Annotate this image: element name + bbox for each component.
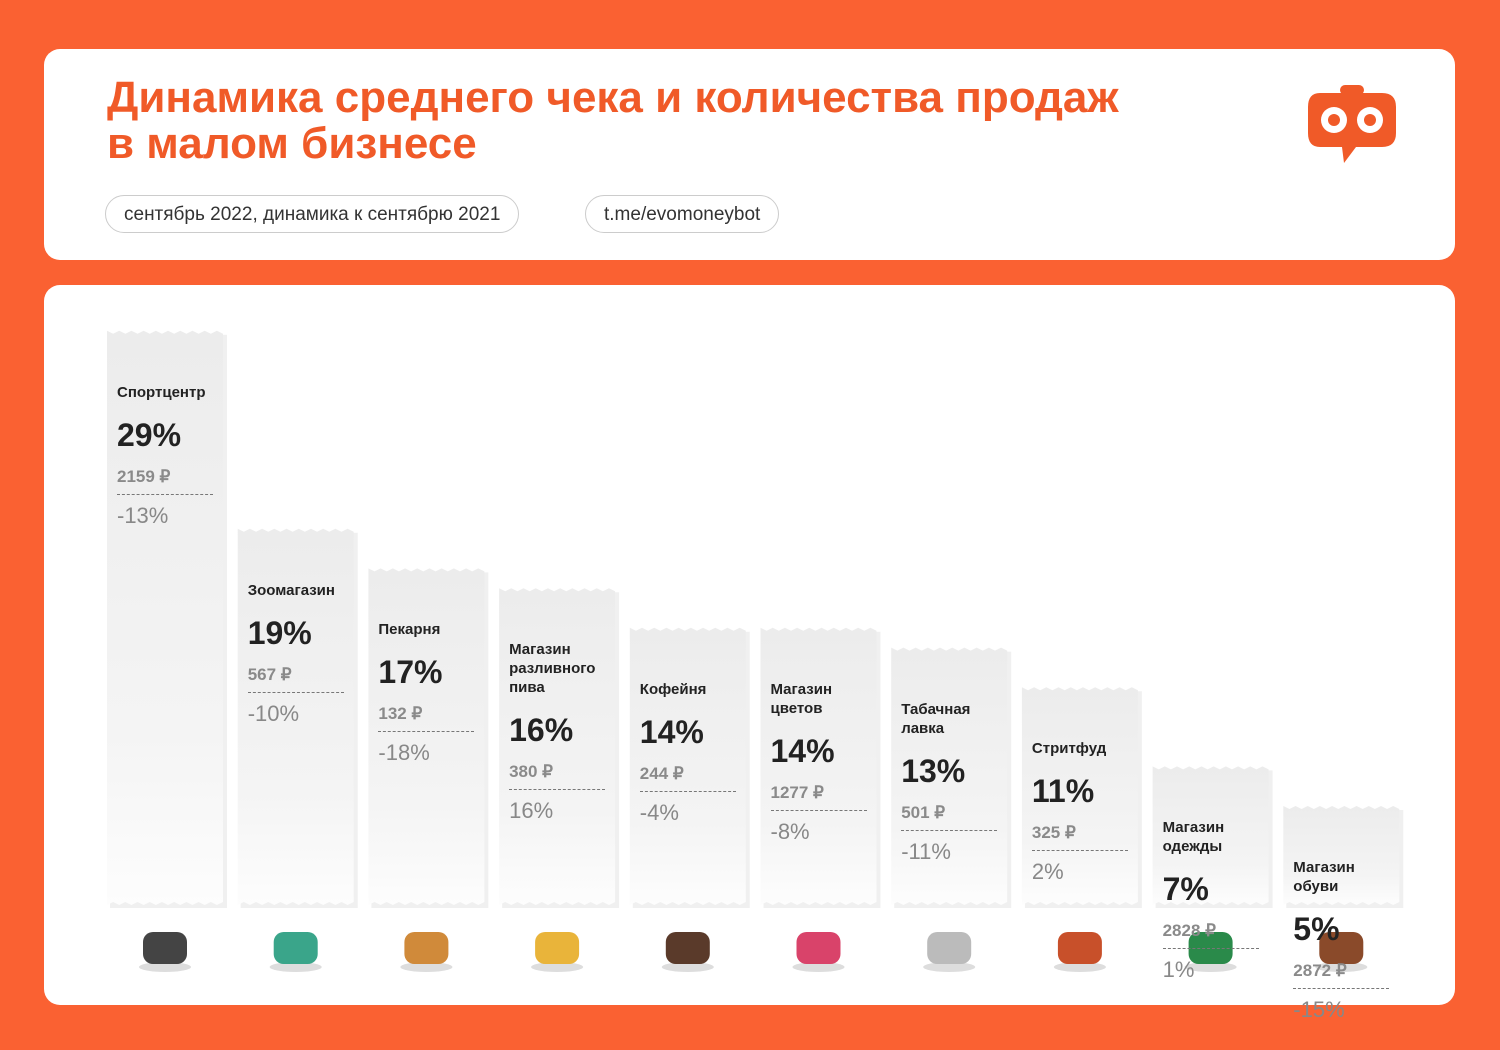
growth-label: 14% bbox=[639, 713, 704, 750]
avg-check-label: 325 ₽ bbox=[1031, 822, 1128, 852]
growth-label: 11% bbox=[1031, 773, 1095, 810]
receipt-text: Магазин обуви 5% 2872 ₽ -15% bbox=[1293, 858, 1393, 1023]
category-label: Кофейня bbox=[639, 680, 707, 698]
growth-label: 19% bbox=[247, 614, 312, 651]
category-icon-shadow bbox=[400, 962, 453, 972]
sales-change-label: -10% bbox=[247, 700, 300, 726]
bar bbox=[1283, 806, 1400, 905]
category-label: Магазин цветов bbox=[770, 680, 833, 717]
bar bbox=[760, 627, 877, 905]
avg-check-label: 2159 ₽ bbox=[117, 466, 213, 495]
bar bbox=[499, 588, 616, 905]
avg-check-label: 567 ₽ bbox=[247, 664, 344, 693]
sales-change-label: 1% bbox=[1162, 957, 1195, 983]
category-label: Магазин одежды bbox=[1162, 819, 1225, 856]
sales-change-label: -15% bbox=[1293, 997, 1345, 1022]
growth-label: 13% bbox=[901, 752, 966, 789]
avg-check-label: 501 ₽ bbox=[901, 802, 998, 831]
sales-change-label: 2% bbox=[1031, 859, 1064, 885]
receipt-text: Стритфуд 11% 325 ₽ 2% bbox=[1031, 739, 1132, 885]
sales-change-label: -4% bbox=[639, 799, 679, 825]
category-icon-shadow bbox=[661, 962, 714, 972]
sales-change-label: -18% bbox=[378, 740, 430, 766]
category-label: Пекарня bbox=[378, 621, 441, 639]
growth-label: 7% bbox=[1162, 871, 1209, 908]
category-icon bbox=[404, 932, 449, 964]
sales-change-label: -8% bbox=[770, 818, 810, 844]
growth-label: 29% bbox=[117, 416, 182, 453]
category-label: Стритфуд bbox=[1031, 740, 1107, 758]
category-icon-shadow bbox=[531, 962, 584, 972]
avg-check-label: 1277 ₽ bbox=[770, 782, 867, 811]
sales-change-label: 16% bbox=[509, 798, 554, 824]
receipt-text: Табачная лавка 13% 501 ₽ -11% bbox=[901, 700, 1001, 865]
header-card: Динамика среднего чека и количества прод… bbox=[44, 49, 1455, 260]
category-icon bbox=[927, 932, 972, 964]
category-icon-shadow bbox=[1184, 962, 1237, 972]
category-label: Магазин разливного пива bbox=[509, 641, 596, 697]
chart-title: Динамика среднего чека и количества прод… bbox=[107, 73, 1119, 168]
receipt-text: Магазин одежды 7% 2828 ₽ 1% bbox=[1162, 818, 1263, 983]
avg-check-label: 380 ₽ bbox=[509, 761, 606, 791]
logo bbox=[1308, 85, 1396, 163]
category-icon-shadow bbox=[139, 962, 191, 972]
category-label: Магазин обуви bbox=[1293, 859, 1355, 895]
avg-check-label: 2828 ₽ bbox=[1162, 920, 1259, 950]
category-icon bbox=[796, 932, 841, 964]
receipt-text: Зоомагазин 19% 567 ₽ -10% bbox=[247, 581, 348, 727]
growth-label: 16% bbox=[509, 712, 574, 749]
growth-label: 17% bbox=[378, 654, 443, 691]
category-icon bbox=[273, 932, 318, 964]
category-label: Зоомагазин bbox=[247, 581, 335, 599]
avg-check-label: 244 ₽ bbox=[639, 763, 736, 792]
category-icon bbox=[535, 932, 580, 964]
category-icon-shadow bbox=[923, 962, 976, 972]
receipt-text: Кофейня 14% 244 ₽ -4% bbox=[639, 680, 740, 826]
bar bbox=[368, 568, 485, 905]
subtitle-chip: сентябрь 2022, динамика к сентябрю 2021 bbox=[105, 195, 520, 233]
category-label: Спортцентр bbox=[117, 383, 206, 401]
category-label: Табачная лавка bbox=[901, 700, 971, 737]
category-icon-shadow bbox=[269, 962, 322, 972]
category-icon bbox=[1188, 932, 1233, 964]
receipt-text: Магазин цветов 14% 1277 ₽ -8% bbox=[770, 680, 871, 845]
bar bbox=[891, 647, 1008, 905]
bar bbox=[107, 330, 223, 905]
bar bbox=[1152, 766, 1269, 905]
growth-label: 5% bbox=[1293, 911, 1340, 947]
avg-check-label: 2872 ₽ bbox=[1293, 960, 1390, 989]
bar bbox=[237, 528, 354, 905]
category-icon-shadow bbox=[792, 962, 845, 972]
bar bbox=[629, 627, 746, 905]
category-icon bbox=[1057, 932, 1102, 964]
source-chip[interactable]: t.me/evomoneybot bbox=[585, 195, 780, 233]
category-icon-shadow bbox=[1053, 962, 1106, 972]
category-icon bbox=[665, 932, 710, 964]
sales-change-label: -11% bbox=[901, 838, 951, 864]
receipt-text: Спортцентр 29% 2159 ₽ -13% bbox=[117, 383, 217, 529]
receipt-text: Магазин разливного пива 16% 380 ₽ 16% bbox=[509, 640, 609, 824]
category-icon bbox=[143, 932, 187, 964]
sales-change-label: -13% bbox=[117, 502, 169, 528]
category-icon bbox=[1319, 932, 1364, 964]
category-icon-shadow bbox=[1315, 962, 1368, 972]
avg-check-label: 132 ₽ bbox=[378, 703, 475, 733]
growth-label: 14% bbox=[770, 732, 835, 769]
receipt-text: Пекарня 17% 132 ₽ -18% bbox=[378, 620, 478, 766]
